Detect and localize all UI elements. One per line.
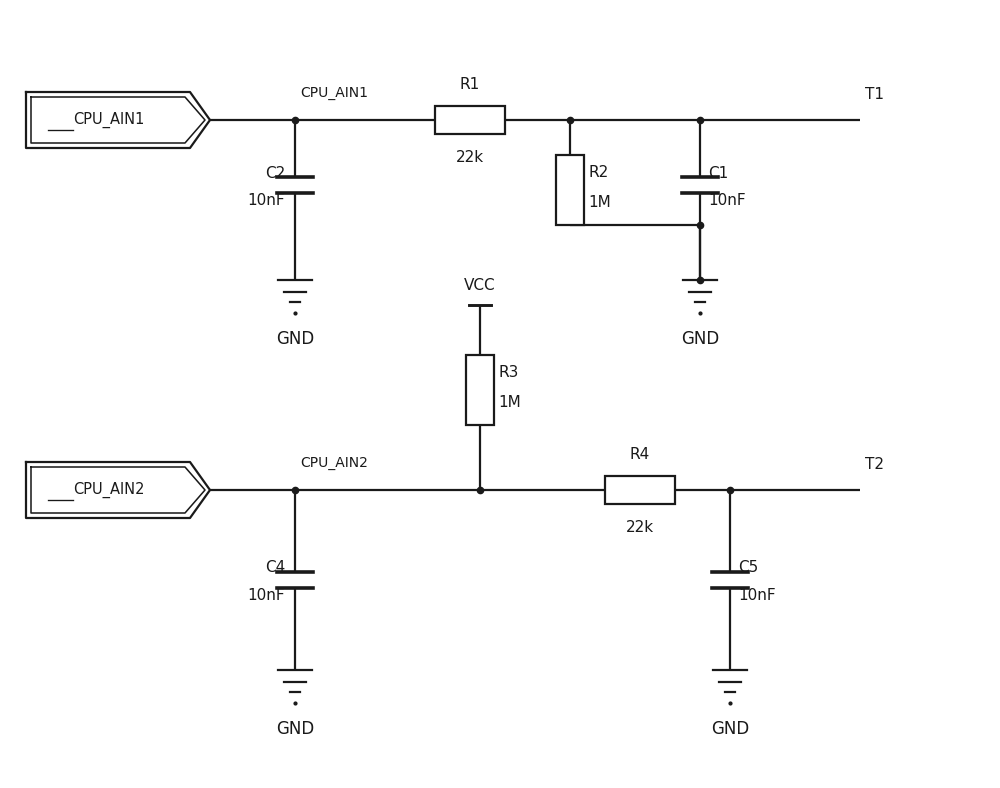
Text: CPU_AIN1: CPU_AIN1: [73, 112, 145, 128]
Text: CPU_AIN2: CPU_AIN2: [73, 482, 145, 498]
Text: GND: GND: [276, 720, 314, 738]
Bar: [605, 476, 675, 504]
Text: 10nF: 10nF: [708, 192, 746, 207]
Text: CPU_AIN1: CPU_AIN1: [300, 86, 368, 100]
Bar: [556, 155, 584, 225]
Text: T1: T1: [865, 87, 884, 102]
Text: GND: GND: [276, 330, 314, 348]
Text: 1M: 1M: [588, 195, 611, 210]
Text: 10nF: 10nF: [247, 588, 285, 603]
Text: GND: GND: [681, 330, 719, 348]
Bar: [435, 106, 505, 134]
Text: C4: C4: [265, 560, 285, 575]
Text: R3: R3: [498, 365, 518, 380]
Text: 10nF: 10nF: [247, 192, 285, 207]
Text: R4: R4: [630, 447, 650, 462]
Text: VCC: VCC: [464, 278, 496, 293]
Text: C2: C2: [265, 165, 285, 180]
Text: 22k: 22k: [626, 520, 654, 535]
Text: R1: R1: [460, 77, 480, 92]
Text: T2: T2: [865, 457, 884, 472]
Text: R2: R2: [588, 165, 608, 180]
Text: 1M: 1M: [498, 395, 521, 410]
Text: 10nF: 10nF: [738, 588, 776, 603]
Text: C1: C1: [708, 165, 728, 180]
Bar: [466, 355, 494, 425]
Text: GND: GND: [711, 720, 749, 738]
Text: C5: C5: [738, 560, 758, 575]
Text: CPU_AIN2: CPU_AIN2: [300, 456, 368, 470]
Text: 22k: 22k: [456, 150, 484, 165]
